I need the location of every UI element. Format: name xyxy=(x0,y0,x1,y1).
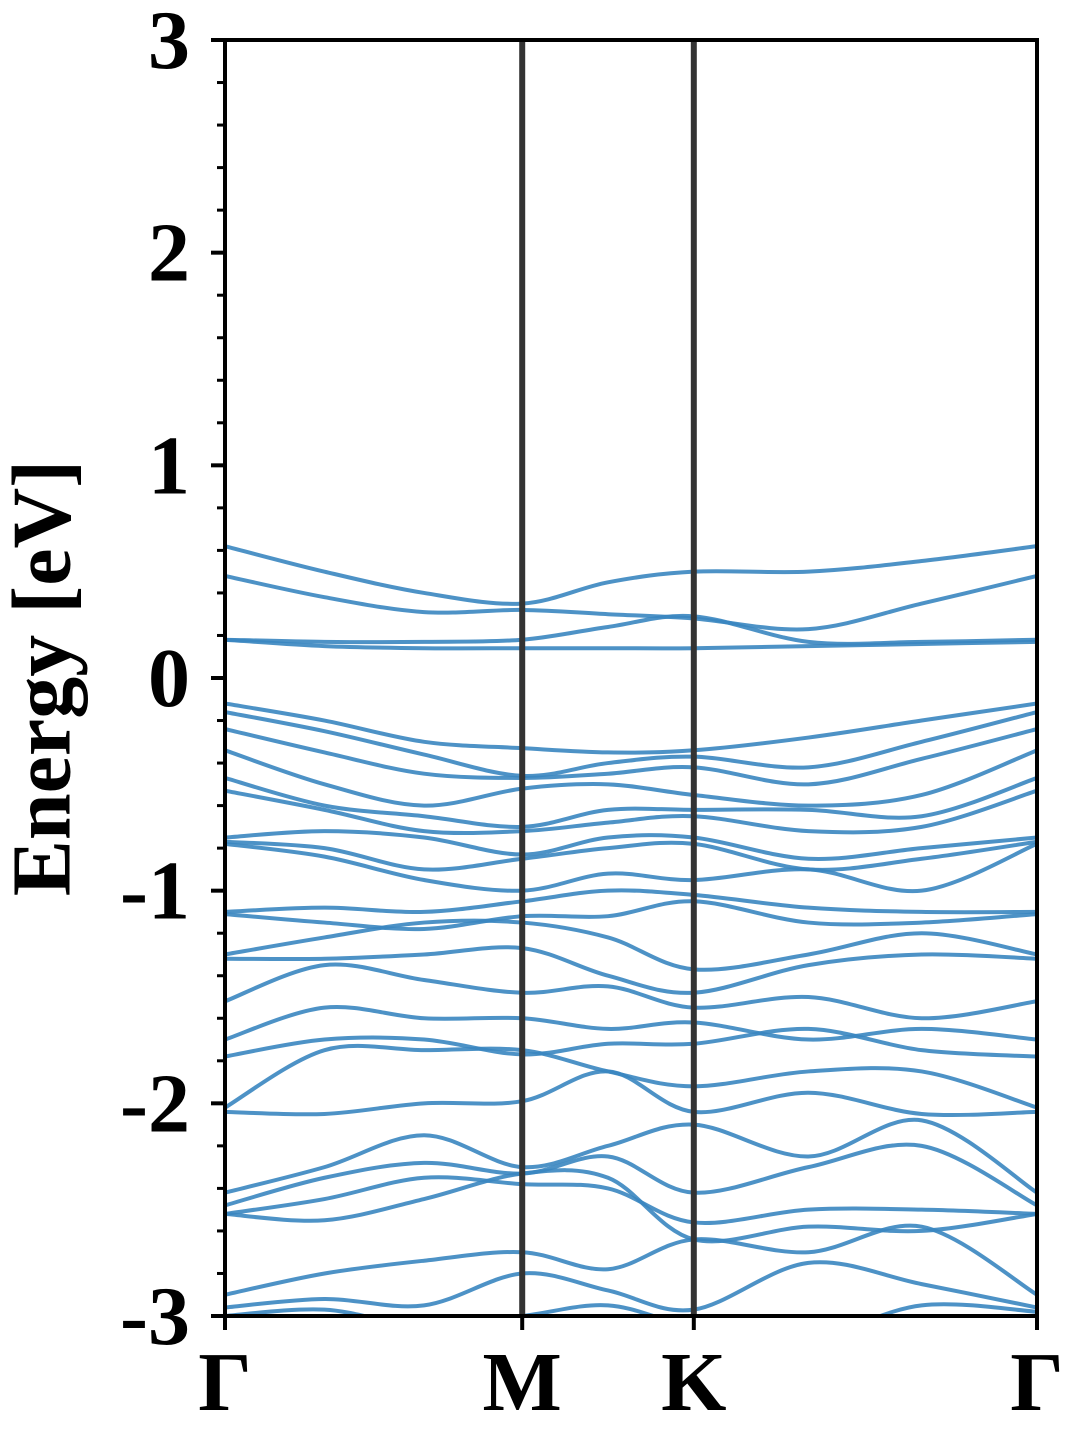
band-line xyxy=(225,613,1037,646)
y-tick-label: -2 xyxy=(120,1057,190,1150)
band-line xyxy=(225,748,1037,808)
band-line xyxy=(225,710,1037,778)
band-line xyxy=(225,701,1037,755)
y-tick-label: 0 xyxy=(148,632,190,725)
y-tick-label: 3 xyxy=(148,0,190,87)
band-line xyxy=(225,1005,1037,1042)
band-line xyxy=(225,1117,1037,1195)
band-line xyxy=(225,727,1037,787)
x-tick-label: Γ xyxy=(198,1336,251,1429)
x-tick-label: Γ xyxy=(1010,1336,1063,1429)
band-line xyxy=(225,918,1037,972)
band-line xyxy=(225,899,1037,932)
y-tick-label: -3 xyxy=(120,1270,190,1363)
band-line xyxy=(225,839,1037,872)
band-line xyxy=(225,841,1037,894)
band-line xyxy=(225,1223,1037,1297)
band-line xyxy=(225,788,1037,836)
band-line xyxy=(225,1026,1037,1059)
band-line xyxy=(225,573,1037,632)
band-line xyxy=(225,945,1037,995)
band-line xyxy=(225,776,1037,829)
band-line xyxy=(225,962,1037,1021)
band-line xyxy=(225,1302,1037,1316)
band-line xyxy=(225,888,1037,915)
plot-frame xyxy=(223,38,1039,1318)
y-tick-label: 2 xyxy=(148,207,190,300)
band-line xyxy=(225,829,1037,861)
x-tick-label: M xyxy=(483,1336,562,1429)
band-line xyxy=(225,1175,1037,1225)
y-tick-label: 1 xyxy=(148,419,190,512)
band-line xyxy=(225,544,1037,606)
band-line xyxy=(225,637,1037,651)
band-line xyxy=(225,1069,1037,1118)
band-line xyxy=(225,1043,1037,1110)
x-tick-label: K xyxy=(661,1336,726,1429)
band-line xyxy=(225,1168,1037,1244)
band-line xyxy=(225,1142,1037,1208)
band-line xyxy=(225,1260,1037,1313)
bands xyxy=(225,544,1037,1316)
y-axis-label: Energy [eV] xyxy=(0,460,88,896)
y-tick-label: -1 xyxy=(120,845,190,938)
